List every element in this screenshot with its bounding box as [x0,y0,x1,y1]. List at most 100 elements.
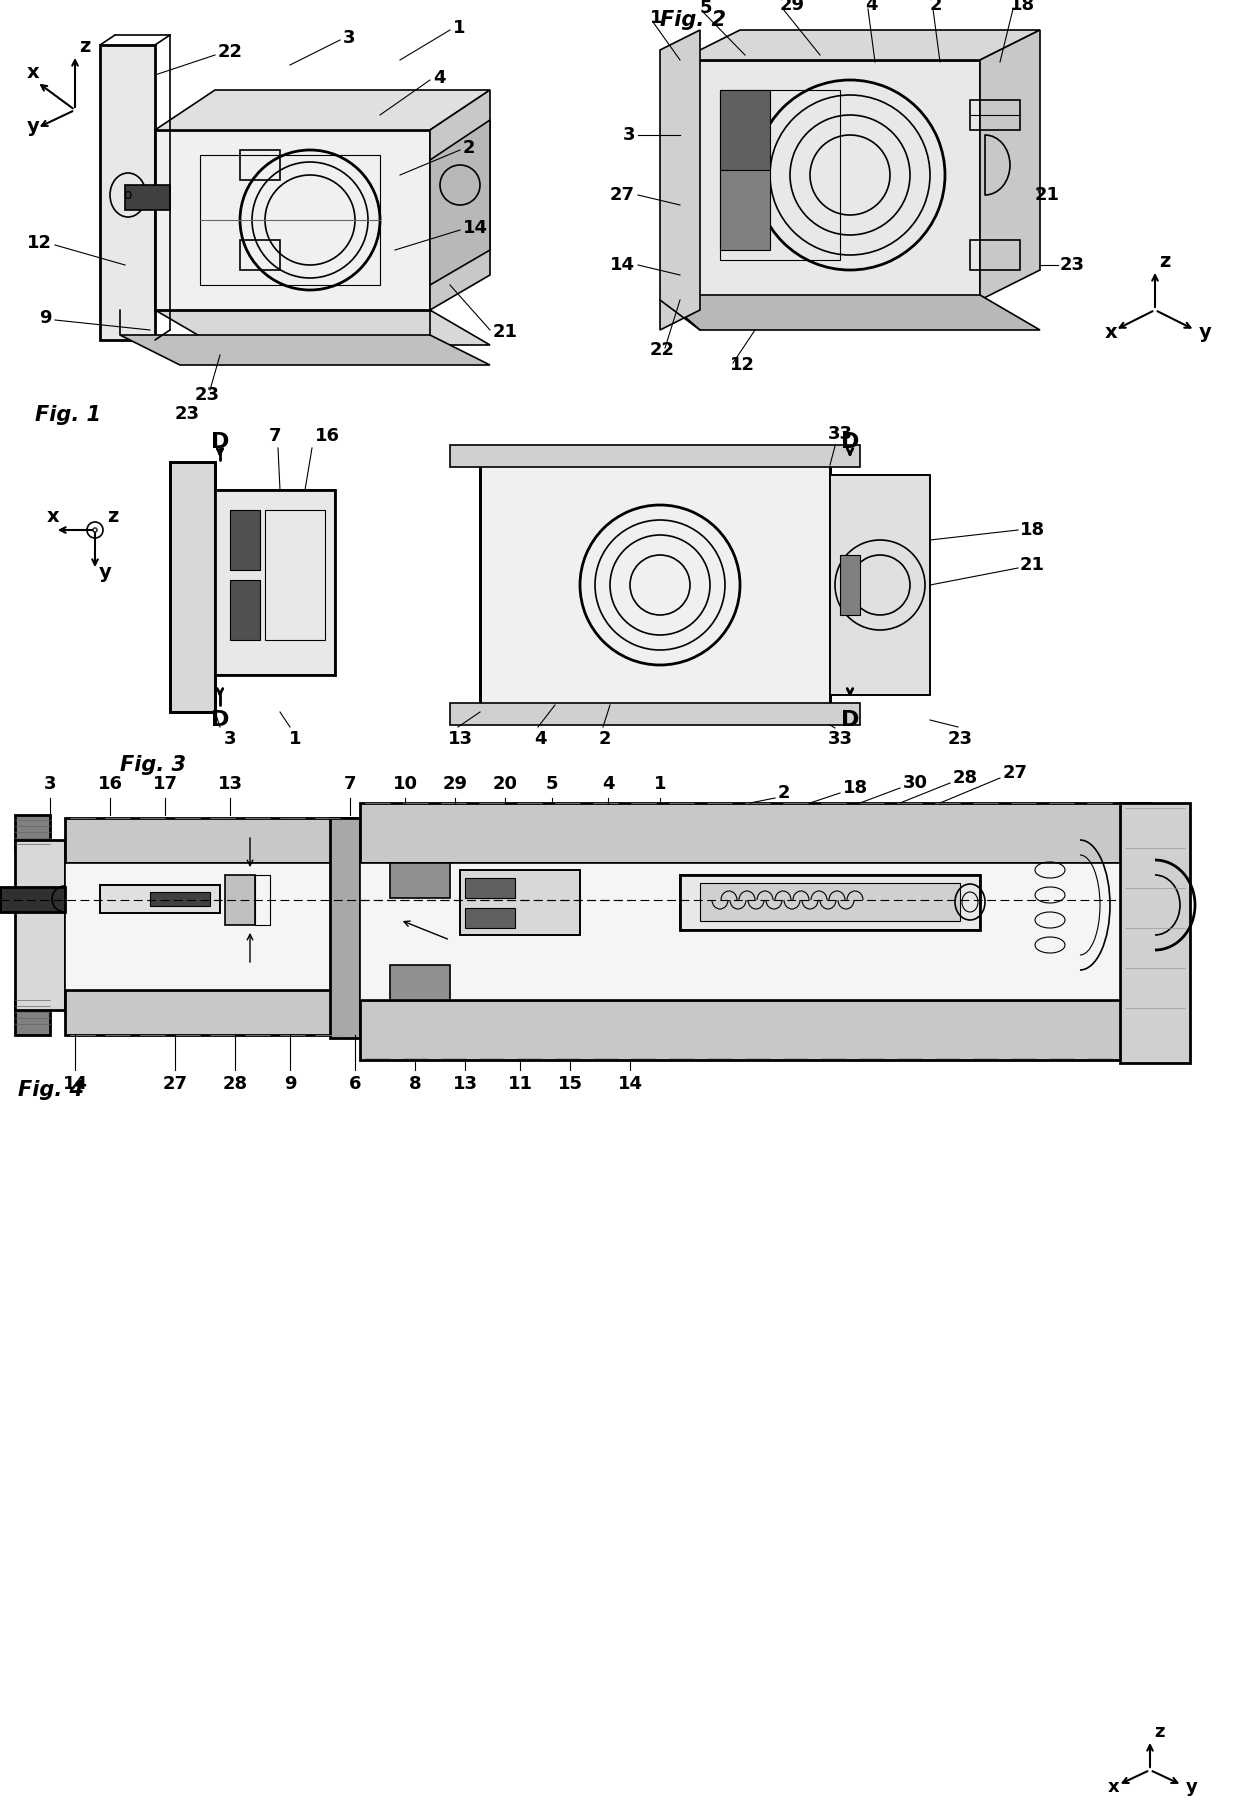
Text: 23: 23 [1060,255,1085,273]
Bar [450,445,861,467]
Text: 3: 3 [43,775,56,793]
Text: 28: 28 [954,769,978,787]
Bar [480,465,830,706]
Bar [100,885,219,912]
Polygon shape [430,90,490,310]
Text: 29: 29 [443,775,467,793]
Text: 7: 7 [269,427,281,445]
Text: D: D [841,433,859,452]
Text: 12: 12 [730,357,755,375]
Bar [1120,804,1190,1062]
Bar [125,185,170,210]
Text: 6: 6 [348,1075,361,1093]
Text: D: D [211,433,229,452]
Text: 14: 14 [610,255,635,273]
Bar [830,474,930,695]
Text: 2: 2 [463,139,475,157]
Polygon shape [430,119,490,284]
Polygon shape [100,45,155,340]
Bar [15,999,50,1035]
Polygon shape [660,31,701,329]
Text: 8: 8 [409,1075,422,1093]
Bar [229,579,260,641]
Text: 15: 15 [558,1075,583,1093]
Text: 2: 2 [599,729,611,748]
Polygon shape [660,295,1040,329]
Text: 1: 1 [653,775,666,793]
Text: 17: 17 [153,775,177,793]
Polygon shape [155,90,490,130]
Text: y: y [99,563,112,583]
Text: 12: 12 [27,233,52,252]
Text: 4: 4 [533,729,547,748]
Text: 21: 21 [1021,556,1045,574]
Text: 7: 7 [343,775,356,793]
Text: 9: 9 [284,1075,296,1093]
Text: 14: 14 [463,219,489,237]
Text: 4: 4 [433,69,445,87]
Polygon shape [980,31,1040,300]
Text: 16: 16 [315,427,340,445]
Bar [215,491,335,675]
Bar [970,100,1021,130]
Bar [224,874,255,925]
Text: Fig. 2: Fig. 2 [660,11,725,31]
Text: z: z [1159,252,1171,272]
Text: 18: 18 [843,778,868,796]
Bar [460,871,580,936]
Bar [720,90,770,170]
Text: 21: 21 [494,322,518,340]
Text: 3: 3 [223,729,237,748]
Polygon shape [15,840,64,1010]
Bar [0,887,64,912]
Bar [200,156,379,284]
Text: y: y [1185,1777,1198,1796]
Bar [460,871,580,936]
Text: 23: 23 [175,405,200,424]
Bar [830,474,930,695]
Text: 33: 33 [827,425,853,443]
Bar [720,90,839,261]
Text: 29: 29 [780,0,805,14]
Bar [480,465,830,706]
Text: 27: 27 [1003,764,1028,782]
Text: 3: 3 [622,127,635,145]
Bar [64,990,360,1035]
Text: 23: 23 [195,386,219,404]
Text: 20: 20 [492,775,517,793]
Bar [215,491,335,675]
Bar [680,874,980,930]
Text: 23: 23 [947,729,972,748]
Text: y: y [27,118,40,136]
Text: Fig. 3: Fig. 3 [120,755,186,775]
Text: Fig. 4: Fig. 4 [19,1081,84,1100]
Text: 2: 2 [930,0,942,14]
Text: 28: 28 [222,1075,248,1093]
Bar [241,150,280,179]
Text: 33: 33 [827,729,853,748]
Text: 9: 9 [40,310,52,328]
Text: 18: 18 [1011,0,1035,14]
Polygon shape [155,130,430,310]
Text: x: x [27,63,40,81]
Bar [15,814,50,851]
Polygon shape [155,310,490,346]
Bar [229,510,260,570]
Text: 21: 21 [1035,186,1060,205]
Text: 4: 4 [601,775,614,793]
Polygon shape [120,335,490,366]
Text: 13: 13 [453,1075,477,1093]
Bar [170,462,215,711]
Bar [839,556,861,615]
Text: x: x [1109,1777,1120,1796]
Bar [465,909,515,929]
Bar [241,241,280,270]
Text: 1: 1 [650,9,662,27]
Text: 22: 22 [650,340,675,358]
Bar [680,874,980,930]
Bar [330,818,360,1037]
Bar [360,999,1149,1061]
Text: 14: 14 [62,1075,88,1093]
Text: 30: 30 [903,775,928,793]
Text: z: z [79,36,91,56]
